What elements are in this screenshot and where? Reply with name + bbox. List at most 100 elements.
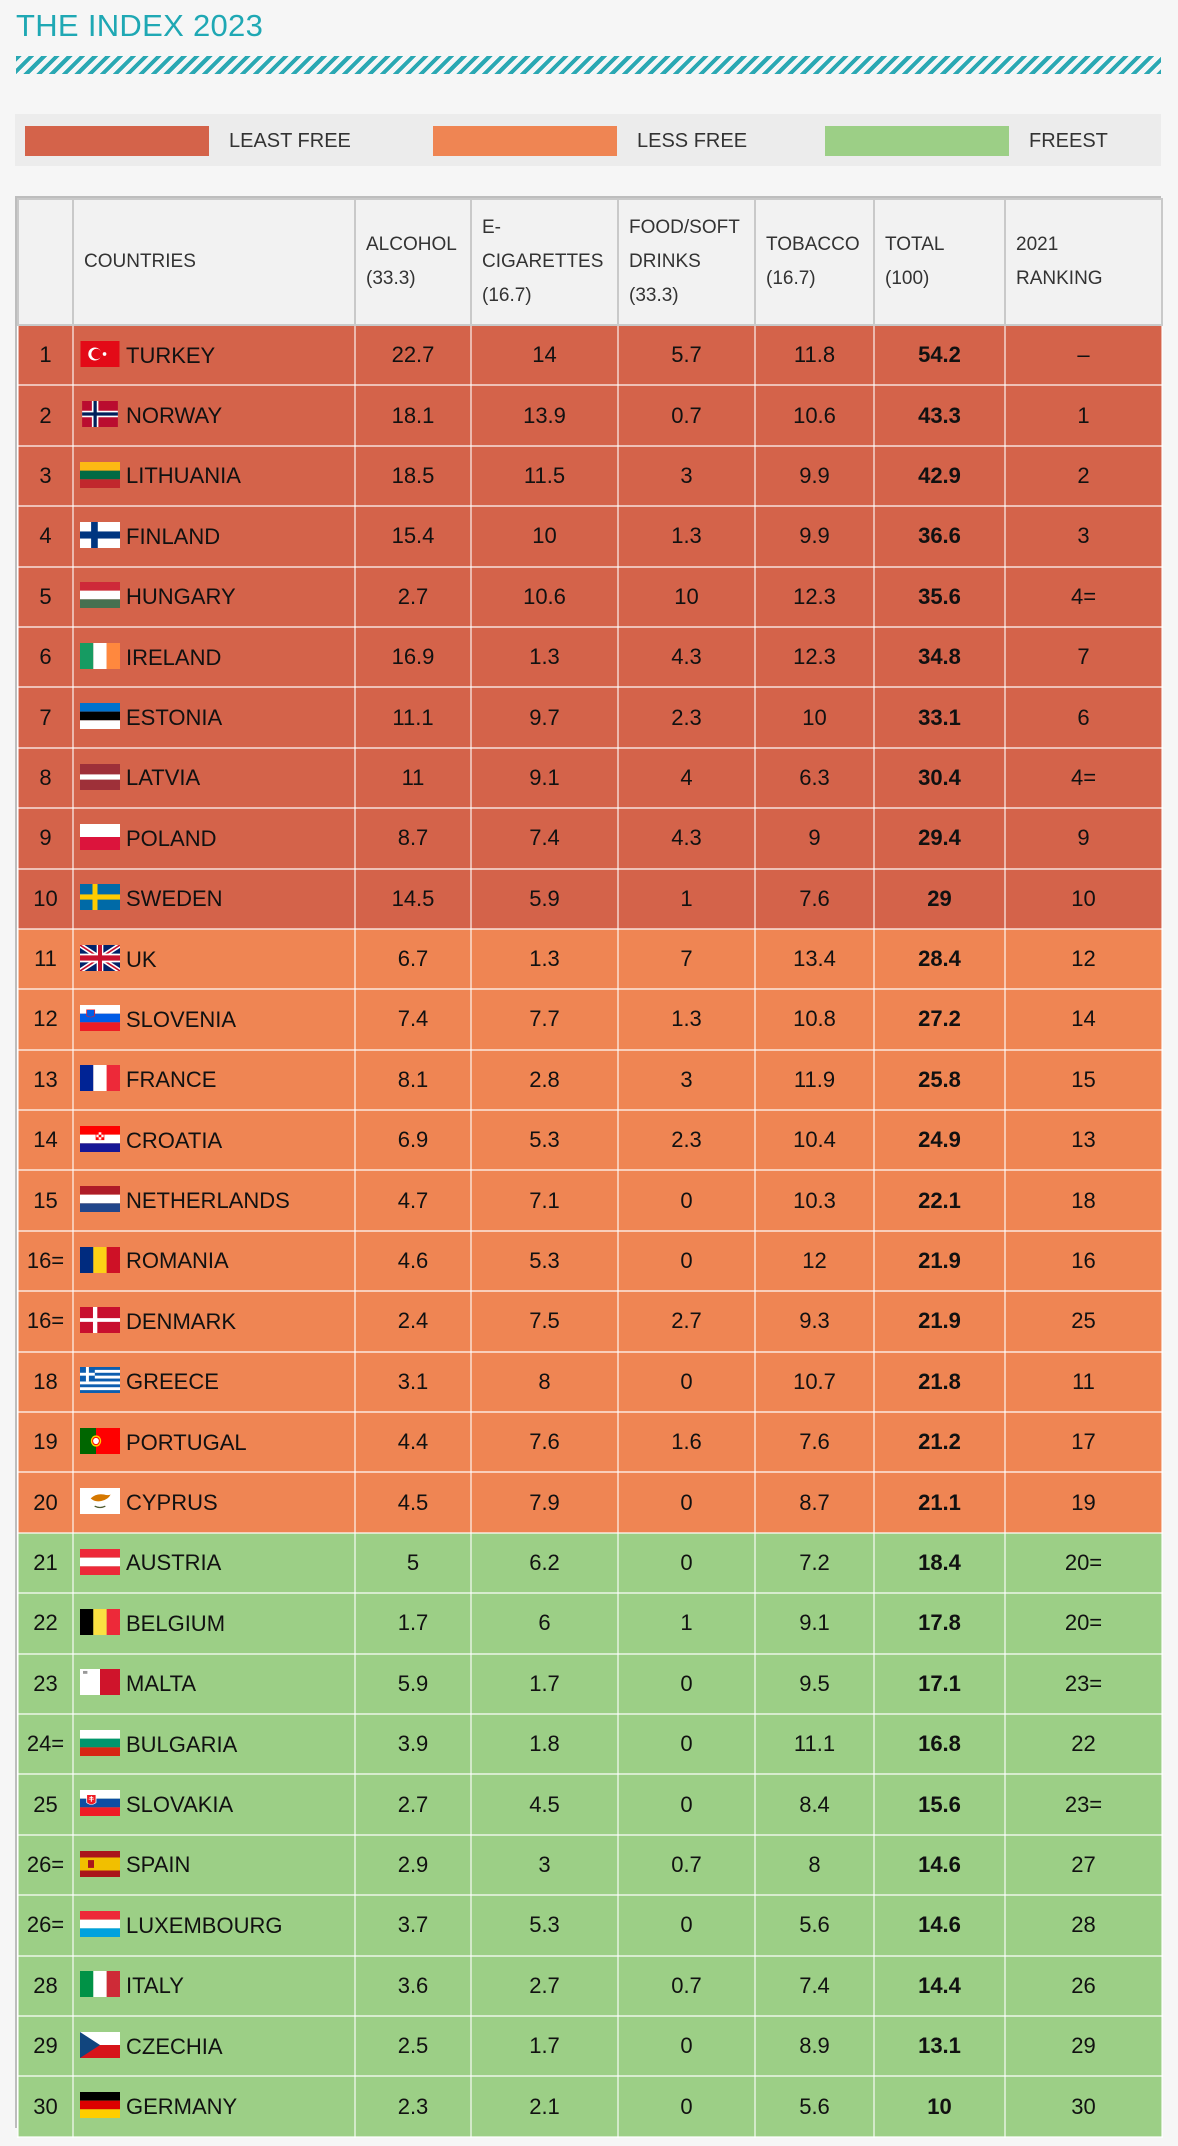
estonia-flag-icon	[80, 703, 120, 730]
ranking-2021-cell: 19	[1004, 1471, 1163, 1534]
ecig-cell: 10	[470, 505, 619, 568]
total-cell: 29	[873, 867, 1006, 930]
rank-cell: 21	[17, 1531, 74, 1595]
ecig-cell: 1.7	[470, 2014, 619, 2078]
uk-flag-icon	[80, 944, 120, 971]
ecig-cell: 7.1	[470, 1169, 619, 1232]
country-cell: MALTA	[72, 1652, 356, 1715]
ranking-2021-cell: 16	[1004, 1229, 1163, 1293]
country-cell: LITHUANIA	[72, 444, 356, 508]
food-cell: 4	[617, 746, 756, 810]
country-cell: SLOVAKIA	[72, 1773, 356, 1836]
header-ecig-line1: E-	[482, 217, 501, 238]
ranking-2021-cell: 9	[1004, 807, 1163, 870]
malta-flag-icon	[80, 1669, 120, 1696]
alcohol-cell: 3.9	[354, 1712, 472, 1776]
country-name: HUNGARY	[126, 584, 236, 610]
table-body: 1 TURKEY 22.7 14 5.7 11.8 54.2–2 NORWAY 18.1 13.9…	[17, 323, 1163, 2138]
hungary-flag-icon	[80, 582, 120, 609]
rank-cell: 14	[17, 1109, 74, 1172]
header-2021-ranking-line2: RANKING	[1016, 268, 1103, 289]
ecig-cell: 1.8	[470, 1712, 619, 1776]
alcohol-cell: 18.5	[354, 444, 472, 508]
rank-cell: 20	[17, 1471, 74, 1534]
country-name: GERMANY	[126, 2094, 238, 2120]
food-cell: 0	[617, 1471, 756, 1534]
country-cell: ROMANIA	[72, 1229, 356, 1293]
country-name: CROATIA	[126, 1127, 223, 1153]
table-row: 19 PORTUGAL 4.4 7.6 1.6 7.6 21.2 17	[17, 1411, 1163, 1474]
tobacco-cell: 7.2	[754, 1531, 875, 1595]
spain-flag-icon	[80, 1850, 120, 1877]
croatia-flag-icon	[80, 1125, 120, 1152]
ranking-2021-cell: 14	[1004, 988, 1163, 1051]
rank-cell: 3	[17, 444, 74, 508]
ranking-2021-cell: 28	[1004, 1894, 1163, 1957]
slovenia-flag-icon	[80, 1005, 120, 1032]
alcohol-cell: 4.7	[354, 1169, 472, 1232]
tobacco-cell: 10.3	[754, 1169, 875, 1232]
country-name: POLAND	[126, 825, 217, 851]
rank-cell: 1	[17, 323, 74, 387]
total-cell: 35.6	[873, 565, 1006, 628]
food-cell: 0	[617, 1712, 756, 1776]
table-row: 16= DENMARK 2.4 7.5 2.7 9.3 21.9 25	[17, 1290, 1163, 1353]
rank-cell: 29	[17, 2014, 74, 2078]
country-cell: LUXEMBOURG	[72, 1894, 356, 1957]
country-name: ROMANIA	[126, 1248, 229, 1274]
portugal-flag-icon	[80, 1427, 120, 1454]
header-2021-ranking: 2021 RANKING	[1004, 198, 1163, 326]
index-table-wrapper: COUNTRIES ALCOHOL (33.3) E- CIGARETTES (…	[15, 196, 1163, 2138]
ranking-2021-cell: 26	[1004, 1954, 1163, 2017]
total-cell: 29.4	[873, 807, 1006, 870]
rank-cell: 16=	[17, 1229, 74, 1293]
table-row: 6 IRELAND 16.9 1.3 4.3 12.3 34.8 7	[17, 625, 1163, 689]
tobacco-cell: 10.6	[754, 384, 875, 447]
country-name: FINLAND	[126, 523, 221, 549]
ranking-2021-cell: 20=	[1004, 1531, 1163, 1595]
food-cell: 0	[617, 1169, 756, 1232]
legend-label-freest: FREEST	[1029, 129, 1108, 152]
alcohol-cell: 4.4	[354, 1411, 472, 1474]
luxembourg-flag-icon	[80, 1910, 120, 1937]
total-cell: 22.1	[873, 1169, 1006, 1232]
total-cell: 33.1	[873, 686, 1006, 749]
total-cell: 43.3	[873, 384, 1006, 447]
header-tobacco-line1: TOBACCO	[766, 234, 860, 255]
table-row: 8 LATVIA 11 9.1 4 6.3 30.4 4=	[17, 746, 1163, 810]
header-ecig-line2: CIGARETTES	[482, 251, 604, 272]
lithuania-flag-icon	[80, 461, 120, 488]
denmark-flag-icon	[80, 1307, 120, 1334]
country-name: LUXEMBOURG	[126, 1912, 283, 1938]
ranking-2021-cell: 22	[1004, 1712, 1163, 1776]
table-row: 24= BULGARIA 3.9 1.8 0 11.1 16.8 22	[17, 1712, 1163, 1776]
ranking-2021-cell: 20=	[1004, 1592, 1163, 1655]
food-cell: 0	[617, 1773, 756, 1836]
table-row: 11 UK 6.7 1.3 7 13.4 28.4 12	[17, 927, 1163, 991]
poland-flag-icon	[80, 823, 120, 850]
ecig-cell: 7.5	[470, 1290, 619, 1353]
tobacco-cell: 5.6	[754, 2075, 875, 2138]
rank-cell: 2	[17, 384, 74, 447]
alcohol-cell: 2.4	[354, 1290, 472, 1353]
rank-cell: 30	[17, 2075, 74, 2138]
rank-cell: 12	[17, 988, 74, 1051]
country-cell: NORWAY	[72, 384, 356, 447]
rank-cell: 11	[17, 927, 74, 991]
rank-cell: 13	[17, 1048, 74, 1112]
total-cell: 34.8	[873, 625, 1006, 689]
table-row: 28 ITALY 3.6 2.7 0.7 7.4 14.4 26	[17, 1954, 1163, 2017]
country-cell: IRELAND	[72, 625, 356, 689]
country-name: BELGIUM	[126, 1610, 226, 1636]
ecig-cell: 5.3	[470, 1229, 619, 1293]
country-name: LATVIA	[126, 765, 201, 791]
country-cell: SWEDEN	[72, 867, 356, 930]
country-name: GREECE	[126, 1369, 219, 1395]
ecig-cell: 4.5	[470, 1773, 619, 1836]
tobacco-cell: 10.7	[754, 1350, 875, 1414]
tobacco-cell: 6.3	[754, 746, 875, 810]
table-row: 1 TURKEY 22.7 14 5.7 11.8 54.2–	[17, 323, 1163, 387]
header-ecig-line3: (16.7)	[482, 285, 532, 306]
food-cell: 0	[617, 1350, 756, 1414]
header-food-line3: (33.3)	[629, 285, 679, 306]
